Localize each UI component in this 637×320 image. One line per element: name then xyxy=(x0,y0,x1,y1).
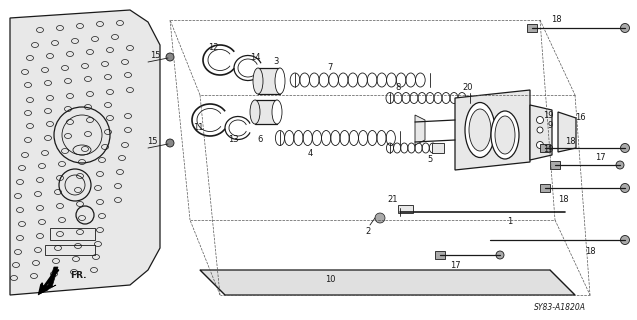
Bar xyxy=(540,144,550,152)
Circle shape xyxy=(375,213,385,223)
Bar xyxy=(398,205,413,213)
Text: 15: 15 xyxy=(147,138,157,147)
Polygon shape xyxy=(200,270,575,295)
Text: 19: 19 xyxy=(543,146,554,155)
Circle shape xyxy=(620,143,629,153)
Polygon shape xyxy=(530,105,552,160)
Text: 10: 10 xyxy=(325,276,335,284)
Ellipse shape xyxy=(469,109,491,151)
Bar xyxy=(527,24,537,32)
Bar xyxy=(550,161,560,169)
Text: 18: 18 xyxy=(564,138,575,147)
Ellipse shape xyxy=(253,68,263,94)
Ellipse shape xyxy=(495,116,515,154)
Text: 18: 18 xyxy=(551,15,561,25)
Circle shape xyxy=(537,127,543,133)
Text: 12: 12 xyxy=(208,43,218,52)
Bar xyxy=(255,100,277,124)
Ellipse shape xyxy=(272,100,282,124)
Text: 20: 20 xyxy=(462,84,473,92)
Text: 11: 11 xyxy=(193,124,203,132)
Circle shape xyxy=(616,161,624,169)
Circle shape xyxy=(620,183,629,193)
Bar xyxy=(45,245,95,255)
Text: 18: 18 xyxy=(585,247,596,257)
Text: 6: 6 xyxy=(257,135,262,145)
Text: 7: 7 xyxy=(327,62,333,71)
Circle shape xyxy=(620,23,629,33)
Text: 19: 19 xyxy=(543,110,554,119)
Polygon shape xyxy=(455,90,530,170)
Polygon shape xyxy=(415,115,425,145)
Circle shape xyxy=(536,116,543,124)
Circle shape xyxy=(620,236,629,244)
Text: 2: 2 xyxy=(366,228,371,236)
Polygon shape xyxy=(10,10,160,295)
Bar xyxy=(50,228,95,240)
Bar xyxy=(435,251,445,259)
Text: 9: 9 xyxy=(547,121,553,130)
Text: 13: 13 xyxy=(227,135,238,145)
Text: 1: 1 xyxy=(508,218,513,227)
Polygon shape xyxy=(38,267,58,295)
Polygon shape xyxy=(558,112,576,152)
Ellipse shape xyxy=(250,100,260,124)
Text: 17: 17 xyxy=(595,154,605,163)
Text: 21: 21 xyxy=(388,196,398,204)
Text: FR.: FR. xyxy=(70,270,87,279)
Text: 15: 15 xyxy=(150,51,161,60)
Ellipse shape xyxy=(275,68,285,94)
Bar xyxy=(432,143,444,153)
Text: 14: 14 xyxy=(250,53,261,62)
Text: 18: 18 xyxy=(557,196,568,204)
Circle shape xyxy=(536,141,543,148)
Text: 16: 16 xyxy=(575,114,585,123)
Circle shape xyxy=(496,251,504,259)
Text: 17: 17 xyxy=(450,260,461,269)
Text: 8: 8 xyxy=(396,83,401,92)
Ellipse shape xyxy=(491,111,519,159)
Circle shape xyxy=(166,139,174,147)
Bar xyxy=(258,68,280,94)
Text: 5: 5 xyxy=(427,156,433,164)
Text: SY83-A1820A: SY83-A1820A xyxy=(534,303,586,313)
Text: 4: 4 xyxy=(308,148,313,157)
Circle shape xyxy=(166,53,174,61)
Bar xyxy=(540,184,550,192)
Ellipse shape xyxy=(465,102,495,157)
Text: 3: 3 xyxy=(273,58,279,67)
